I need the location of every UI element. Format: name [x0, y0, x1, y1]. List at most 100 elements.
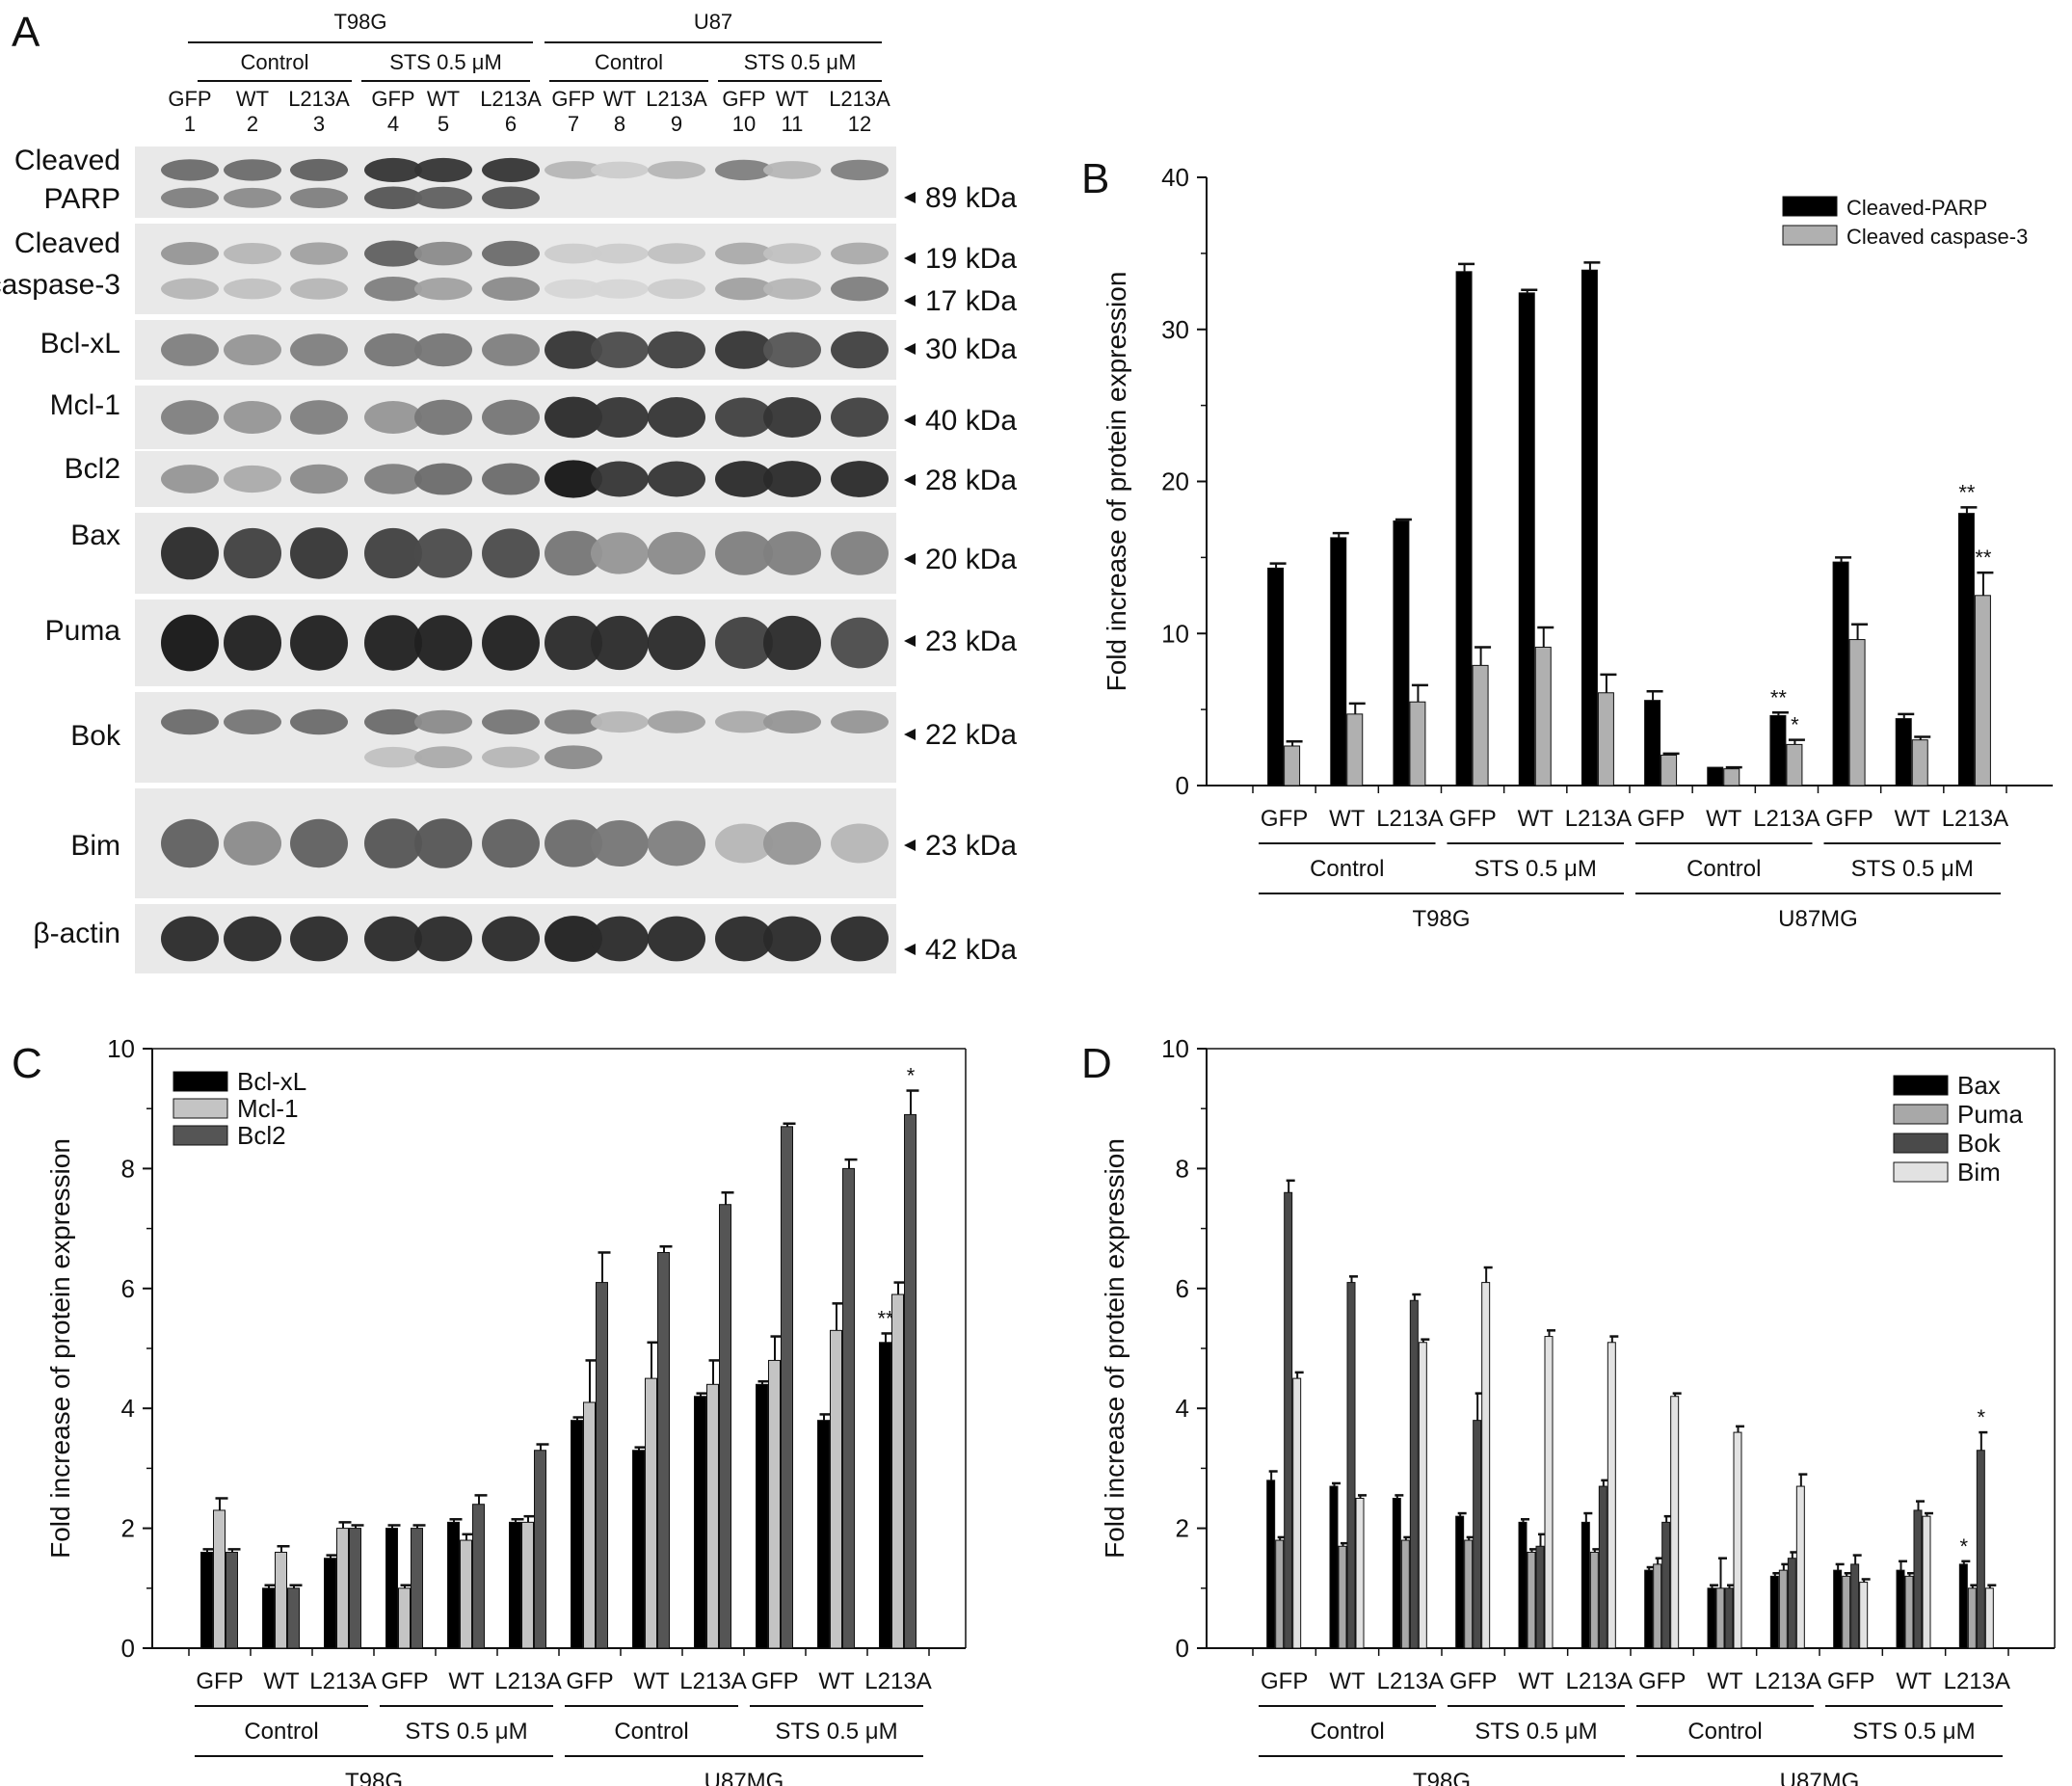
blot-band	[591, 615, 649, 671]
x-tick-label: WT	[1329, 806, 1366, 832]
y-tick-label: 8	[1176, 1154, 1189, 1183]
bar	[1597, 692, 1614, 786]
bar	[904, 1113, 916, 1649]
bar	[1895, 718, 1912, 786]
blot-band	[414, 463, 472, 495]
blot-band	[545, 916, 602, 962]
blot-cell-line-label: U87	[694, 10, 732, 34]
legend-swatch	[1782, 196, 1838, 217]
blot-band	[715, 242, 773, 265]
group-label: Control	[1310, 856, 1384, 882]
marker-arrow-icon	[904, 192, 916, 203]
blot-band	[290, 278, 348, 300]
blot-band	[648, 461, 705, 497]
x-tick-label: L213A	[494, 1668, 561, 1694]
bar	[1329, 1485, 1339, 1649]
y-tick-label: 0	[1176, 771, 1189, 800]
x-tick-label: WT	[1707, 1668, 1743, 1694]
blot-band	[831, 331, 889, 369]
group-label: Control	[244, 1719, 318, 1745]
blot-band	[364, 615, 422, 671]
blot-strip	[135, 224, 896, 314]
bar	[1266, 1479, 1276, 1649]
bar	[1904, 1575, 1914, 1649]
x-tick-label: WT	[263, 1668, 300, 1694]
bar	[756, 1383, 768, 1649]
blot-band	[591, 161, 649, 179]
x-tick-label: GFP	[1825, 806, 1873, 832]
x-tick-label: WT	[1518, 1668, 1554, 1694]
group-label: Control	[1687, 856, 1761, 882]
blot-band	[364, 527, 422, 579]
blot-band	[364, 401, 422, 434]
blot-band	[482, 528, 540, 578]
bar	[1859, 1582, 1869, 1649]
legend-label: Cleaved caspase-3	[1846, 225, 2028, 249]
bar	[1534, 646, 1552, 786]
blot-band	[414, 818, 472, 868]
blot-band	[482, 818, 540, 868]
group-label: Control	[1687, 1719, 1762, 1745]
bar	[1958, 1563, 1968, 1649]
blot-band	[763, 461, 821, 497]
bar	[1581, 1521, 1590, 1649]
bar	[336, 1528, 349, 1649]
x-tick-label: L213A	[1944, 1668, 2010, 1694]
bar	[1957, 513, 1975, 786]
bar	[324, 1558, 336, 1649]
bar	[657, 1251, 670, 1649]
blot-band	[482, 186, 540, 210]
bar	[1338, 1545, 1347, 1649]
blot-lane-type-label: WT	[776, 87, 809, 111]
bar	[1850, 1563, 1860, 1649]
bar	[1400, 1539, 1410, 1649]
x-tick-label: WT	[818, 1668, 855, 1694]
blot-band	[290, 916, 348, 962]
x-tick-label: L213A	[1753, 806, 1820, 832]
blot-band	[831, 617, 889, 669]
x-tick-label: L213A	[1376, 806, 1443, 832]
y-tick-label: 10	[1161, 1034, 1189, 1063]
significance-marker: *	[1978, 1405, 1986, 1429]
bar	[1786, 743, 1803, 786]
bar	[768, 1359, 781, 1649]
blot-band	[364, 186, 422, 210]
y-tick-label: 2	[1176, 1514, 1189, 1543]
blot-protein-label: Bok	[70, 720, 121, 752]
x-tick-label: GFP	[381, 1668, 428, 1694]
y-tick-label: 8	[121, 1154, 135, 1183]
x-tick-label: GFP	[1261, 806, 1308, 832]
significance-marker: **	[1770, 685, 1788, 709]
blot-band	[414, 709, 472, 734]
blot-mw-marker-label: 23 kDa	[925, 626, 1017, 657]
blot-lane-number-label: 4	[387, 112, 399, 136]
bar	[1481, 1282, 1491, 1649]
bar	[1670, 1396, 1680, 1649]
marker-arrow-icon	[904, 343, 916, 355]
blot-band	[482, 746, 540, 768]
legend-label: Puma	[1957, 1100, 2023, 1129]
blot-band	[648, 531, 705, 575]
blot-lane-type-label: WT	[427, 87, 460, 111]
y-tick-label: 10	[107, 1034, 135, 1063]
bar	[1464, 1539, 1474, 1649]
blot-band	[161, 708, 219, 735]
bar	[1707, 766, 1724, 786]
bar	[534, 1450, 546, 1649]
blot-protein-label: Bcl-xL	[40, 328, 120, 360]
marker-arrow-icon	[904, 253, 916, 264]
blot-band	[364, 818, 422, 868]
bar	[1660, 754, 1678, 786]
legend-label: Bcl-xL	[237, 1067, 306, 1096]
blot-strip	[135, 692, 896, 783]
blot-lane-type-label: GFP	[722, 87, 765, 111]
bar	[200, 1551, 213, 1649]
panel-letter: C	[12, 1040, 42, 1087]
y-tick-label: 0	[1176, 1634, 1189, 1663]
blot-band	[715, 277, 773, 301]
blot-band	[831, 242, 889, 265]
blot-band	[414, 615, 472, 671]
blot-band	[414, 916, 472, 962]
blot-band	[224, 709, 281, 734]
